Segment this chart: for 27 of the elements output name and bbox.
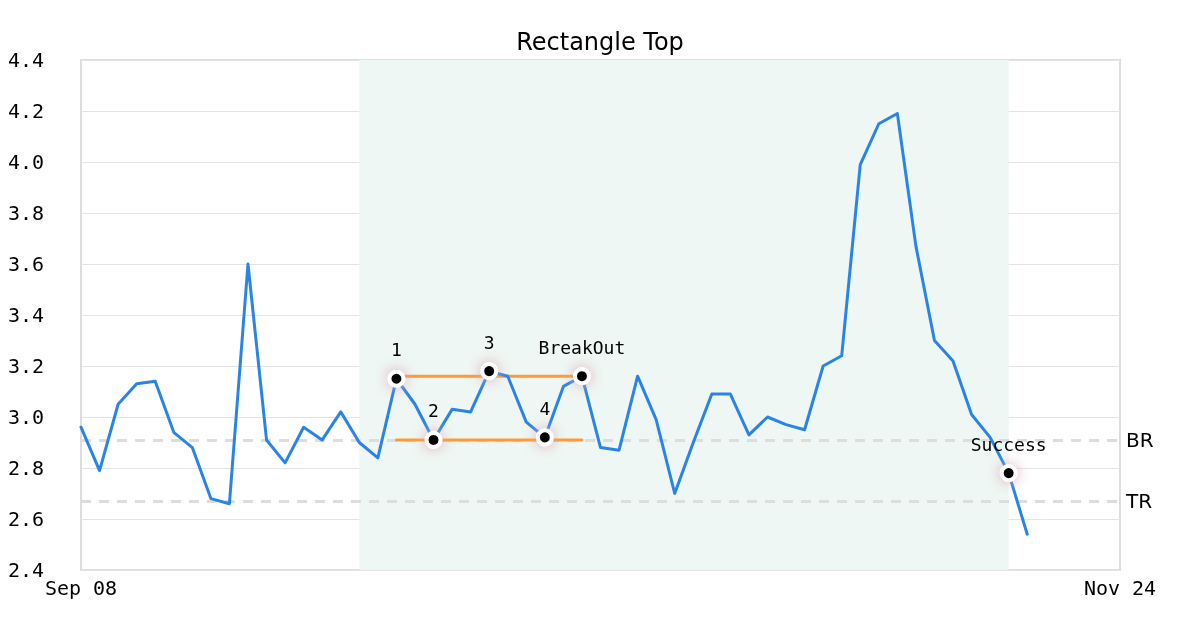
annotation: 3 [483, 331, 495, 353]
point [480, 362, 499, 381]
chart-title: Rectangle Top [516, 28, 684, 56]
y-tick-label: 2.8 [7, 456, 44, 480]
ref-line-label: BR [1126, 427, 1154, 452]
x-tick-label: Nov 24 [1083, 576, 1157, 600]
y-tick-label: 4.2 [7, 99, 44, 123]
point [572, 367, 591, 386]
annotation: 4 [539, 397, 551, 419]
point [424, 430, 443, 449]
y-tick-label: 2.6 [7, 507, 44, 531]
annotation: BreakOut [538, 336, 626, 358]
point [387, 369, 406, 388]
y-tick-label: 3.4 [7, 303, 44, 327]
y-tick-label: 4.0 [7, 150, 44, 174]
point [535, 428, 554, 447]
ref-line-label: TR [1125, 489, 1153, 514]
y-tick-label: 3.2 [7, 354, 44, 378]
y-tick-label: 2.4 [7, 558, 44, 582]
annotation: 2 [428, 400, 439, 422]
y-tick-label: 4.4 [7, 48, 44, 72]
y-tick-label: 3.0 [7, 405, 44, 429]
x-tick-label: Sep 08 [44, 576, 118, 600]
point [999, 464, 1018, 483]
y-tick-label: 3.8 [7, 201, 44, 225]
y-tick-label: 3.6 [7, 252, 44, 276]
annotation: 1 [390, 339, 402, 361]
